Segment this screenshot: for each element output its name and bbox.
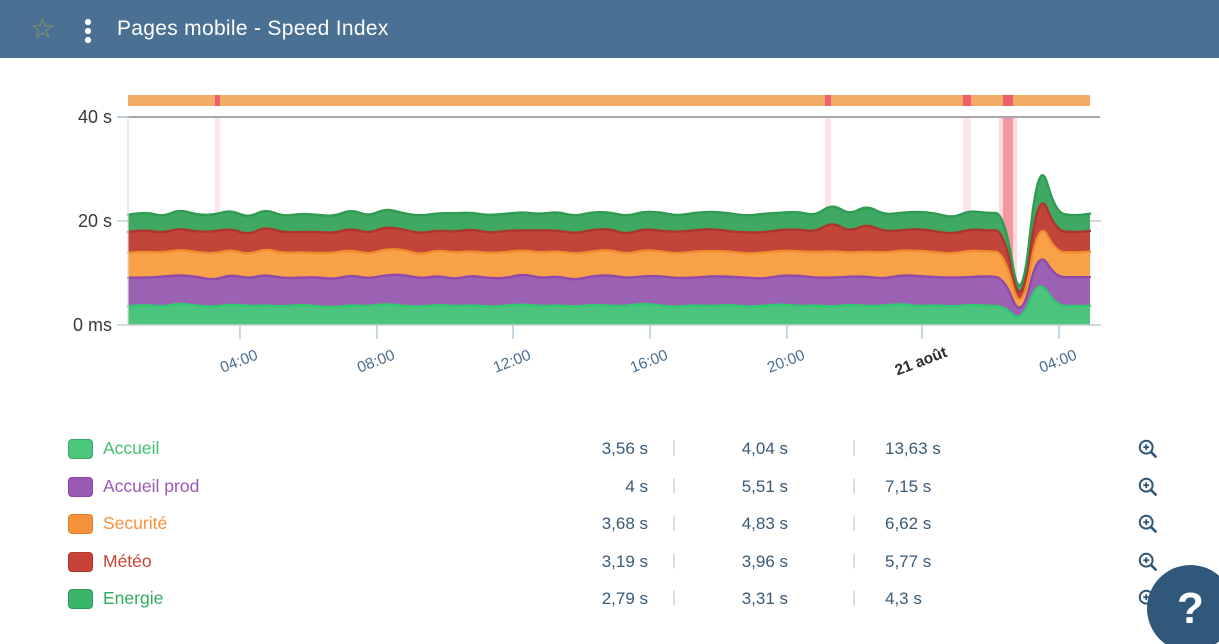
series-value-1: 3,56 s [601,439,648,458]
zoom-in-icon[interactable] [1137,439,1159,461]
legend-row[interactable]: Energie 2,79 s | 3,31 s | 4,3 s [0,581,1219,619]
zoom-in-icon[interactable] [1137,552,1159,574]
series-value-3: 6,62 s [885,514,932,533]
series-color-swatch [68,551,93,572]
series-label: Energie [103,588,164,608]
column-separator: | [852,476,857,494]
zoom-in-icon[interactable] [1137,477,1159,499]
legend-table: Accueil 3,56 s | 4,04 s | 13,63 s Accueil prod… [0,431,1219,619]
column-separator: | [852,589,857,606]
column-separator: | [672,476,677,494]
column-separator: | [672,514,677,531]
kebab-menu-icon[interactable] [83,17,93,45]
star-favorite-icon[interactable]: ☆ [30,13,56,44]
series-value-2: 5,51 s [741,476,788,496]
series-value-3: 5,77 s [885,551,932,571]
y-axis-label-20s: 20 s [77,211,112,231]
column-separator: | [672,439,677,456]
series-color-swatch [68,476,93,497]
series-label: Accueil prod [103,475,200,496]
series-value-3: 7,15 s [885,476,932,496]
series-value-3: 13,63 s [885,439,941,458]
legend-row[interactable]: Accueil 3,56 s | 4,04 s | 13,63 s [0,431,1219,469]
column-separator: | [852,514,857,531]
series-value-2: 3,96 s [741,551,788,571]
y-axis-label-0ms: 0 ms [72,315,112,335]
series-value-2: 4,83 s [741,514,788,533]
series-value-1: 2,79 s [601,589,648,608]
series-value-2: 4,04 s [741,439,788,458]
zoom-in-icon[interactable] [1137,514,1159,536]
series-color-swatch [68,514,93,534]
column-separator: | [852,551,857,569]
help-button[interactable]: ? [1147,565,1219,644]
series-value-3: 4,3 s [885,589,922,608]
column-separator: | [672,551,677,569]
header-bar: ☆ Pages mobile - Speed Index [0,0,1219,58]
series-value-2: 3,31 s [741,589,788,608]
series-label: Météo [103,550,152,571]
series-value-1: 3,19 s [601,551,648,571]
series-value-1: 4 s [625,476,648,496]
legend-row[interactable]: Accueil prod 4 s | 5,51 s | 7,15 s [0,469,1219,507]
stacked-area-plot[interactable] [0,85,1219,415]
column-separator: | [852,439,857,456]
y-axis-label-40s: 40 s [77,107,112,127]
column-separator: | [672,589,677,606]
kebab-dot [85,37,91,43]
series-label: Accueil [103,438,160,458]
legend-row[interactable]: Météo 3,19 s | 3,96 s | 5,77 s [0,544,1219,582]
kebab-dot [85,28,91,34]
series-color-swatch [68,439,93,459]
page-title: Pages mobile - Speed Index [117,17,389,40]
legend-row[interactable]: Securité 3,68 s | 4,83 s | 6,62 s [0,506,1219,544]
series-color-swatch [68,589,93,609]
kebab-dot [85,19,91,25]
series-value-1: 3,68 s [601,514,648,533]
speed-index-chart[interactable]: 40 s 20 s 0 ms 04:00 08:00 12:00 16:00 2… [0,85,1219,415]
series-label: Securité [103,513,168,533]
